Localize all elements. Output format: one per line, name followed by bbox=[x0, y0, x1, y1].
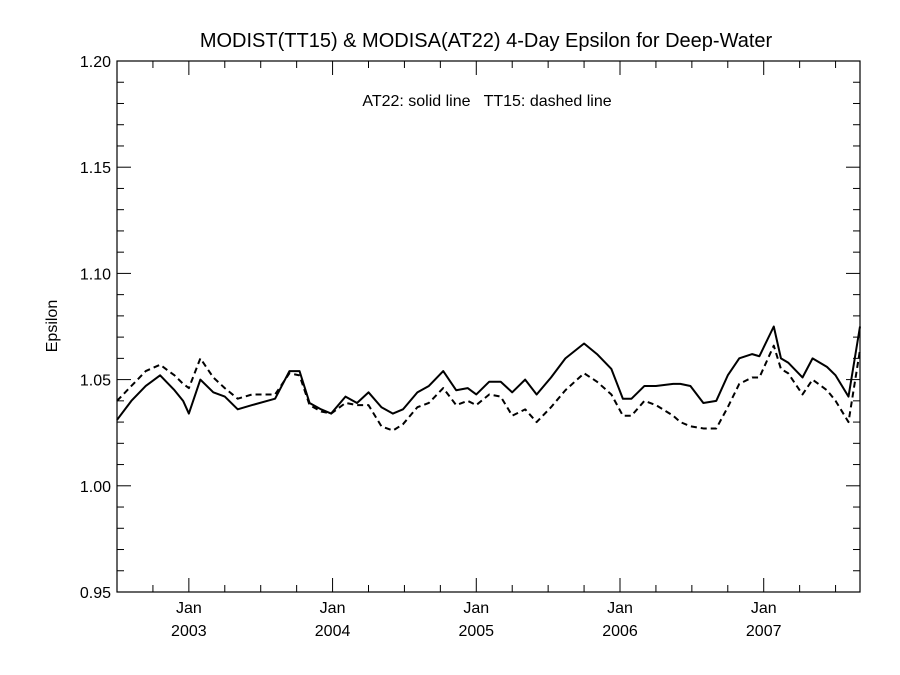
x-tick-year: 2006 bbox=[602, 623, 638, 640]
plot-frame bbox=[116, 60, 861, 593]
y-tick-label: 1.00 bbox=[80, 479, 111, 496]
line-style-annotation: AT22: solid line TT15: dashed line bbox=[362, 93, 611, 110]
x-tick-year: 2003 bbox=[171, 623, 207, 640]
x-tick-month: Jan bbox=[751, 600, 777, 617]
x-tick-month: Jan bbox=[607, 600, 633, 617]
y-tick-label: 1.15 bbox=[80, 160, 111, 177]
y-tick-label: 0.95 bbox=[80, 585, 111, 602]
series-lines bbox=[116, 325, 861, 432]
series-line-at22 bbox=[116, 325, 861, 421]
y-axis-label: Epsilon bbox=[44, 300, 61, 352]
x-tick-year: 2007 bbox=[746, 623, 782, 640]
x-tick-year: 2004 bbox=[315, 623, 351, 640]
series-line-tt15 bbox=[116, 344, 861, 432]
y-tick-label: 1.05 bbox=[80, 373, 111, 390]
y-axis-ticks: 0.95 1.00 1.05 1.10 1.15 1.20 bbox=[80, 54, 860, 602]
y-tick-label: 1.20 bbox=[80, 54, 111, 71]
x-axis-ticks: Jan 2003 Jan 2004 Jan 2005 Jan 2006 Jan 2007 bbox=[116, 61, 837, 640]
x-tick-month: Jan bbox=[463, 600, 489, 617]
x-tick-month: Jan bbox=[320, 600, 346, 617]
chart-title: MODIST(TT15) & MODISA(AT22) 4-Day Epsilo… bbox=[200, 30, 773, 52]
y-tick-label: 1.10 bbox=[80, 266, 111, 283]
x-tick-month: Jan bbox=[176, 600, 202, 617]
x-tick-year: 2005 bbox=[458, 623, 494, 640]
